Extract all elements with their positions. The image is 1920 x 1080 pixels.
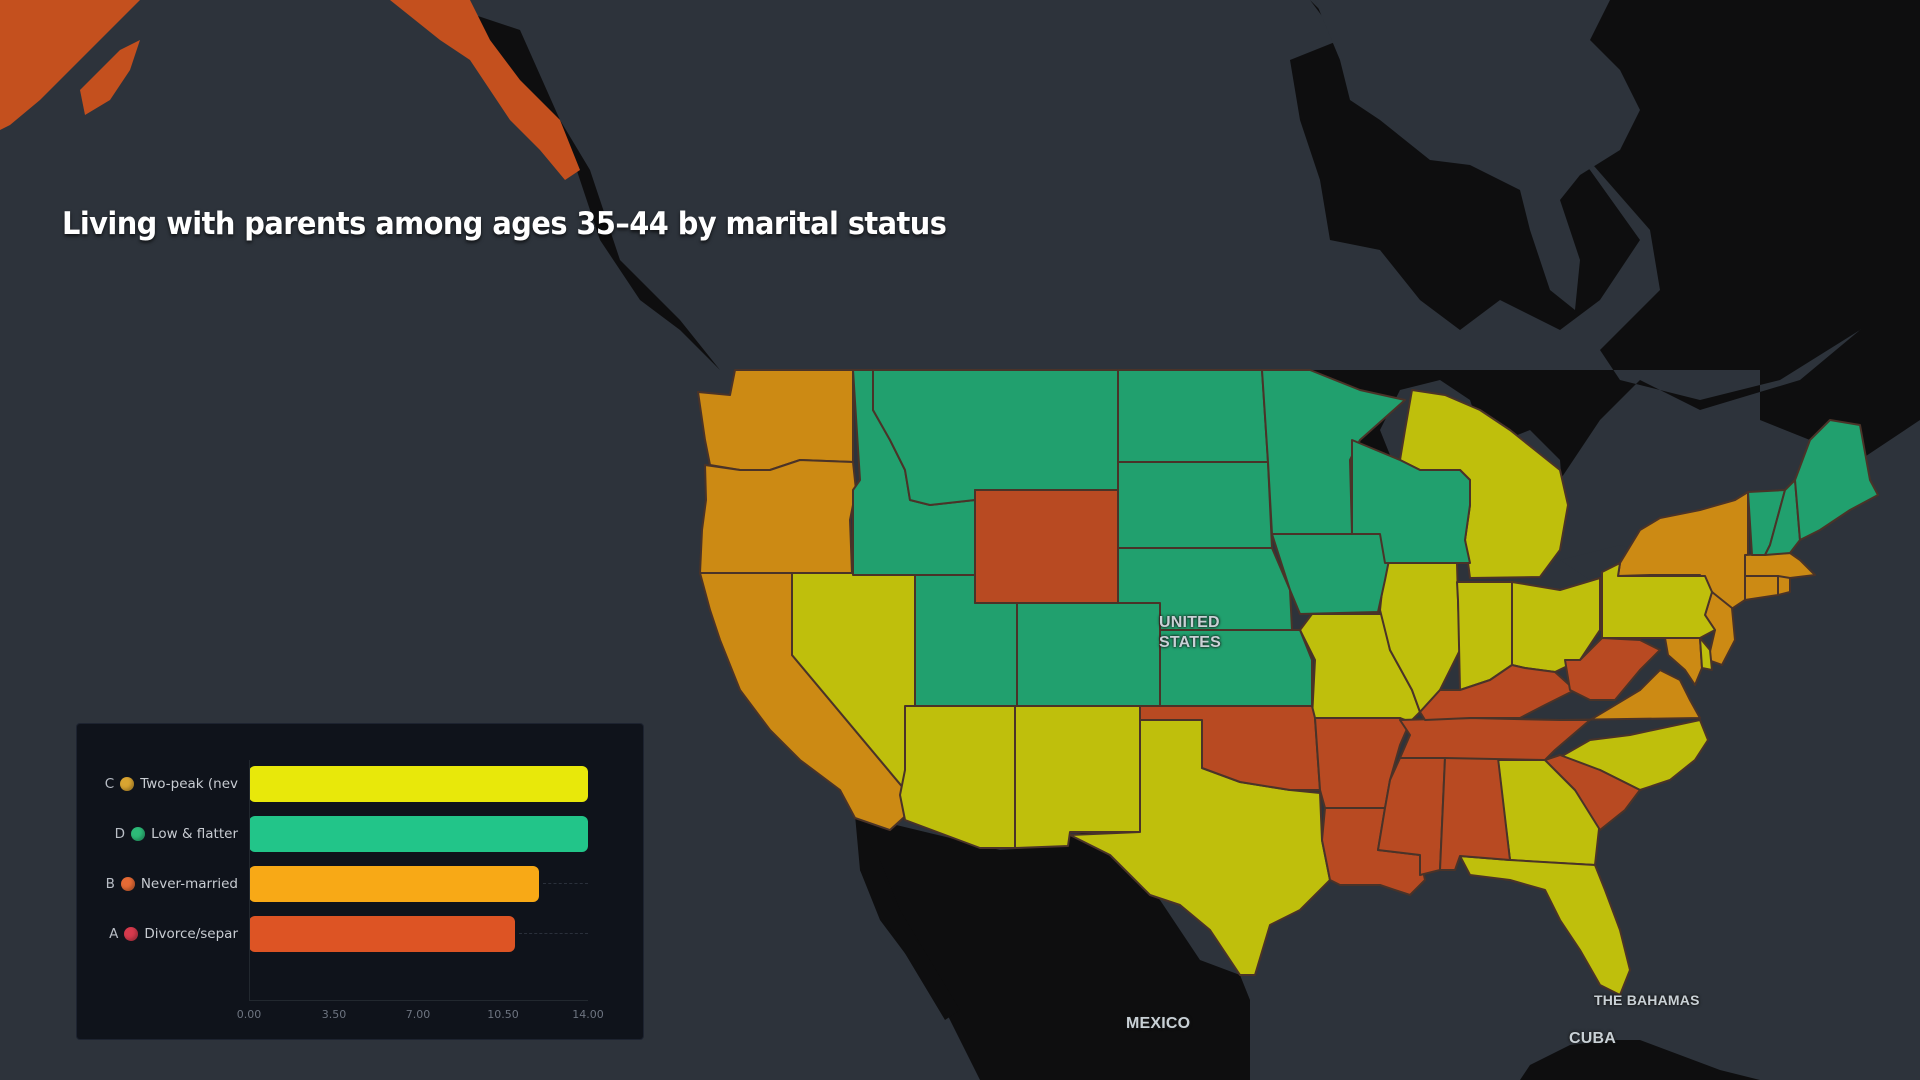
x-tick: 0.00 (236, 1008, 262, 1021)
legend-row-c[interactable]: C Two-peak (nev (77, 766, 643, 802)
cluster-letter: D (114, 826, 126, 842)
x-tick: 7.00 (405, 1008, 431, 1021)
state-CT[interactable] (1744, 575, 1779, 601)
state-WY[interactable] (974, 489, 1119, 604)
map-label-mexico: MEXICO (1126, 1015, 1191, 1032)
state-CO[interactable] (1016, 602, 1161, 707)
cluster-label: Never-married (140, 876, 238, 892)
legend-bar-chart-panel: C Two-peak (nev D Low & flatter B Never-… (77, 724, 643, 1039)
legend-row-a[interactable]: A Divorce/separ (77, 916, 643, 952)
state-MT[interactable] (872, 369, 1119, 506)
cluster-letter: A (109, 926, 119, 942)
state-AK[interactable] (0, 0, 140, 130)
legend-row-b[interactable]: B Never-married (77, 866, 643, 902)
map-label-bahamas: THE BAHAMAS (1594, 992, 1700, 1008)
page-title: Living with parents among ages 35–44 by … (62, 206, 947, 242)
legend-row-label: A Divorce/separ (109, 916, 238, 952)
legend-row-label: B Never-married (106, 866, 238, 902)
map-label-cuba: CUBA (1569, 1030, 1617, 1047)
legend-row-label: D Low & flatter (115, 816, 238, 852)
cluster-label: Divorce/separ (144, 926, 238, 942)
bar-remainder-dash (543, 883, 588, 884)
state-AL[interactable] (1439, 757, 1511, 871)
cluster-letter: C (104, 776, 115, 792)
state-KS[interactable] (1159, 629, 1313, 707)
state-ND[interactable] (1117, 369, 1269, 463)
state-SC[interactable] (1544, 754, 1641, 831)
cluster-letter: B (105, 876, 115, 892)
cluster-dot-icon (131, 827, 146, 841)
state-OR[interactable] (699, 459, 857, 574)
state-ME[interactable] (1794, 419, 1879, 541)
state-SD[interactable] (1117, 461, 1273, 549)
state-PA[interactable] (1601, 562, 1716, 639)
legend-row-d[interactable]: D Low & flatter (77, 816, 643, 852)
bar-remainder-dash (519, 933, 588, 934)
cluster-dot-icon (120, 877, 135, 891)
bar-b[interactable] (249, 866, 539, 902)
x-tick: 10.50 (487, 1008, 519, 1021)
state-KY[interactable] (1419, 664, 1576, 721)
state-OK[interactable] (1139, 705, 1321, 791)
x-tick: 3.50 (321, 1008, 347, 1021)
bar-c[interactable] (249, 766, 588, 802)
state-WV[interactable] (1564, 637, 1661, 701)
bar-d[interactable] (249, 816, 588, 852)
x-axis-line (249, 1000, 588, 1001)
cuba-land (1520, 1040, 1760, 1080)
legend-row-label: C Two-peak (nev (105, 766, 238, 802)
map-label-united-states: UNITED STATES (1159, 614, 1221, 651)
cluster-dot-icon (120, 777, 135, 791)
state-NM[interactable] (1014, 705, 1141, 849)
state-VA[interactable] (1559, 669, 1701, 721)
state-FL[interactable] (1459, 855, 1631, 996)
cluster-label: Two-peak (nev (140, 776, 238, 792)
state-WI[interactable] (1351, 439, 1471, 564)
bar-a[interactable] (249, 916, 515, 952)
state-DE[interactable] (1699, 637, 1713, 671)
x-tick: 14.00 (572, 1008, 604, 1021)
state-RI[interactable] (1777, 575, 1791, 596)
y-axis-line (249, 760, 250, 1000)
cluster-label: Low & flatter (151, 826, 238, 842)
cluster-dot-icon (124, 927, 139, 941)
